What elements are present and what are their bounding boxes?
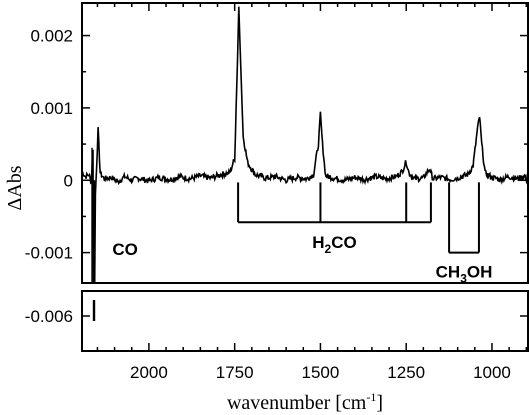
y-axis: 0.002 0.001 0 -0.001 -0.006	[25, 27, 528, 326]
spectrum-series	[81, 6, 529, 321]
spectrum-line	[81, 6, 529, 284]
x-axis-title-sup: -1	[366, 390, 376, 404]
y-tick-label: 0	[64, 171, 73, 190]
x-tick-label: 1500	[302, 363, 340, 382]
h2co-label: H2CO	[312, 233, 356, 256]
h2co-label-end: CO	[331, 233, 357, 252]
ch3oh-label-main: CH	[436, 263, 461, 282]
h2co-label-sub: 2	[325, 242, 332, 256]
ch3oh-label-sub: 3	[460, 272, 467, 286]
y-tick-label: 0.002	[30, 27, 73, 46]
y-tick-label: 0.001	[30, 99, 73, 118]
x-axis-title-end: ]	[376, 392, 383, 414]
y-tick-label: -0.001	[25, 244, 73, 263]
x-tick-label: 1250	[387, 363, 425, 382]
main-panel	[81, 2, 529, 284]
ch3oh-label-end: OH	[467, 263, 493, 282]
y-tick-label-break: -0.006	[25, 307, 73, 326]
y-axis-title: ΔAbs	[4, 165, 26, 210]
x-tick-label: 1750	[216, 363, 254, 382]
x-axis: 2000 1750 1500 1250 1000	[96, 3, 528, 382]
x-tick-label: 1000	[473, 363, 511, 382]
x-tick-label: 2000	[130, 363, 168, 382]
h2co-label-main: H	[312, 233, 324, 252]
break-panel-frame	[81, 290, 529, 352]
co-label: CO	[112, 240, 138, 259]
x-axis-title-text: wavenumber [cm	[227, 392, 367, 414]
break-panel	[81, 290, 529, 352]
x-axis-title: wavenumber [cm-1]	[227, 390, 383, 414]
main-panel-frame	[81, 2, 529, 284]
ch3oh-label: CH3OH	[436, 263, 493, 286]
